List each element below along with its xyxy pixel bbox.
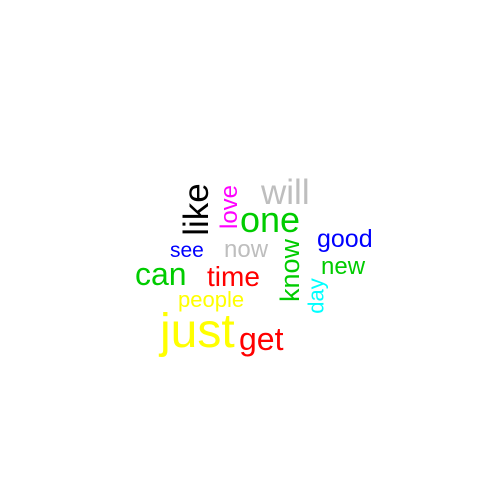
- word-love: love: [216, 184, 244, 230]
- word-time: time: [207, 261, 260, 292]
- word-good: good: [317, 225, 373, 253]
- word-just: just: [160, 305, 235, 358]
- word-now: now: [224, 236, 269, 263]
- word-know: know: [275, 238, 306, 303]
- word-can: can: [135, 256, 187, 292]
- word-like: like: [176, 183, 216, 236]
- word-day: day: [303, 278, 329, 314]
- word-see: see: [170, 239, 204, 262]
- word-people: people: [178, 287, 245, 312]
- word-new: new: [321, 253, 366, 280]
- word-one: one: [240, 199, 301, 240]
- word-will: will: [261, 173, 310, 212]
- word-get: get: [239, 321, 284, 357]
